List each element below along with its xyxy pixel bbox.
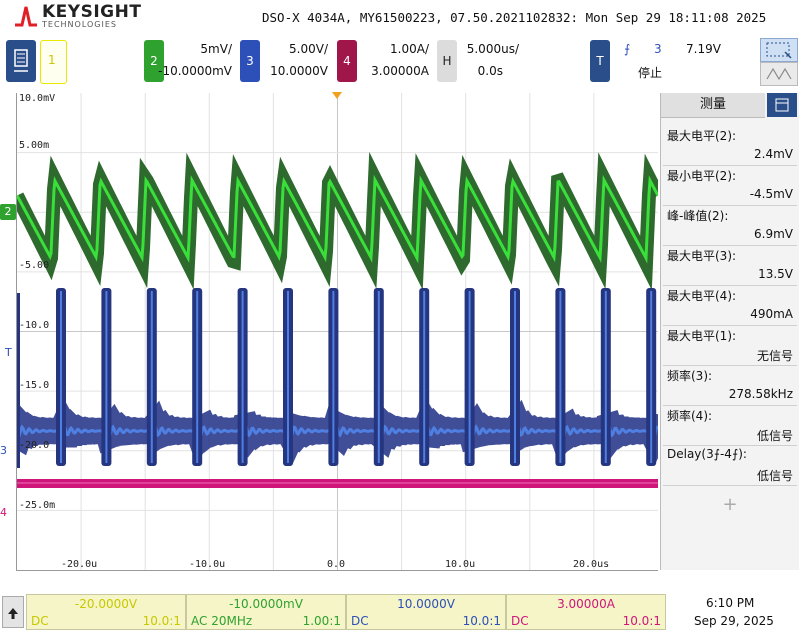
panel-settings-icon (775, 98, 789, 112)
meas-value-5: 无信号 (756, 349, 793, 363)
ch2-tag: 2 (144, 40, 164, 82)
ch1-info[interactable]: 1 (40, 40, 67, 84)
meas-label-1: 最小电平(2): (667, 169, 737, 183)
horizontal-scale: 5.000us/ (466, 42, 519, 56)
bottom-bar: -20.0000V DC 10.0:1 -10.0000mV AC 20MHz … (0, 590, 800, 632)
menu-icon (14, 49, 28, 72)
trigger-edge-icon: ⨍ (624, 42, 631, 56)
ch3-bottom-offset: 10.0000V (397, 597, 455, 611)
horizontal-position: 0.0s (477, 64, 503, 78)
ch1-coupling: DC (31, 614, 49, 628)
ch3-info[interactable]: 3 5.00V/ 10.0000V (240, 40, 330, 82)
keysight-logo: KEYSIGHT TECHNOLOGIES (14, 2, 144, 32)
waveform-mode-icon (766, 67, 792, 81)
measurement-panel: 测量 最大电平(2): 2.4mV 最小电平(2): -4.5mV 峰-峰值(2… (660, 93, 799, 570)
y-label-2: -5.00 (19, 260, 50, 271)
ch4-ground-marker[interactable]: 4 (0, 506, 7, 519)
ch1-offset: -20.0000V (74, 597, 138, 611)
brand-subtitle: TECHNOLOGIES (42, 20, 117, 29)
trigger-level: 7.19V (686, 42, 721, 56)
meas-value-7: 低信号 (756, 429, 793, 443)
zoom-box-icon (766, 42, 792, 59)
y-label-5: -20.0 (19, 440, 50, 451)
ch2-ground-marker[interactable]: 2 (0, 204, 16, 220)
meas-label-2: 峰-峰值(2): (667, 209, 729, 223)
ch4-info[interactable]: 4 1.00A/ 3.00000A (337, 40, 431, 82)
trigger-source: 3 (654, 42, 662, 56)
ch2-info[interactable]: 2 5mV/ -10.0000mV (144, 40, 234, 82)
ch2-scale: 5mV/ (200, 42, 232, 56)
x-label-0: -20.0u (61, 559, 98, 570)
meas-label-6: 频率(3): (667, 369, 713, 383)
horizontal-tag: H (437, 40, 457, 82)
ch1-probe: 10.0:1 (142, 614, 181, 628)
ch3-coupling: DC (351, 614, 369, 628)
meas-label-8: Delay(3⨍-4⨍): (667, 447, 747, 461)
ch3-scale: 5.00V/ (289, 42, 328, 56)
trigger-level-marker[interactable]: T (5, 346, 12, 359)
meas-value-2: 6.9mV (754, 227, 793, 241)
ch3-ground-marker[interactable]: 3 (0, 444, 7, 457)
meas-label-0: 最大电平(2): (667, 129, 737, 143)
ch2-trace (17, 174, 658, 264)
meas-label-5: 最大电平(1): (667, 329, 737, 343)
acquisition-status: 停止 (638, 66, 663, 80)
ch4-offset: 3.00000A (371, 64, 429, 78)
brand-name: KEYSIGHT (42, 2, 142, 22)
ch3-probe: 10.0:1 (462, 614, 501, 628)
clock-time: 6:10 PM (706, 596, 755, 610)
ch2-settings-cell[interactable]: -10.0000mV AC 20MHz 1.00:1 (186, 594, 346, 630)
meas-value-3: 13.5V (758, 267, 793, 281)
up-arrow-icon (8, 608, 18, 619)
meas-label-7: 频率(4): (667, 409, 713, 423)
meas-value-6: 278.58kHz (728, 387, 793, 401)
ch4-bottom-offset: 3.00000A (557, 597, 615, 611)
ch1-number: 1 (48, 53, 56, 67)
ch4-probe: 10.0:1 (622, 614, 661, 628)
ch3-settings-cell[interactable]: 10.0000V DC 10.0:1 (346, 594, 506, 630)
ch3-offset: 10.0000V (270, 64, 328, 78)
ch2-bottom-offset: -10.0000mV (229, 597, 303, 611)
x-label-4: 20.0us (573, 559, 610, 570)
x-label-3: 10.0u (445, 559, 476, 570)
ch4-settings-cell[interactable]: 3.00000A DC 10.0:1 (506, 594, 666, 630)
ch1-settings-cell[interactable]: -20.0000V DC 10.0:1 (26, 594, 186, 630)
measurement-panel-title: 测量 (661, 93, 765, 118)
ch2-coupling: AC 20MHz (191, 614, 253, 628)
add-measurement-button[interactable]: + (722, 494, 738, 515)
meas-value-8: 低信号 (756, 469, 793, 483)
zoom-button[interactable] (760, 38, 798, 62)
ch3-tag: 3 (240, 40, 260, 82)
y-label-0: 10.0mV (19, 93, 56, 104)
y-label-4: -15.0 (19, 380, 50, 391)
trigger-position-icon[interactable] (332, 92, 342, 99)
x-label-2: 0.0 (327, 559, 346, 570)
y-label-1: 5.00m (19, 140, 50, 151)
panel-close-button[interactable] (767, 93, 797, 117)
instrument-title: DSO-X 4034A, MY61500223, 07.50.202110283… (262, 10, 767, 25)
trigger-info[interactable]: T ⨍ 3 7.19V 停止 (590, 40, 730, 82)
waveform-mode-button[interactable] (760, 62, 798, 86)
x-label-1: -10.0u (189, 559, 226, 570)
ch4-coupling: DC (511, 614, 529, 628)
keysight-wave-icon (15, 6, 37, 27)
horizontal-info[interactable]: H 5.000us/ 0.0s (437, 40, 527, 82)
meas-label-4: 最大电平(4): (667, 289, 737, 303)
ch4-tag: 4 (337, 40, 357, 82)
meas-value-4: 490mA (750, 307, 793, 321)
waveform-canvas (17, 93, 658, 570)
trigger-tag: T (590, 40, 610, 82)
meas-value-0: 2.4mV (754, 147, 793, 161)
ch2-offset: -10.0000mV (158, 64, 232, 78)
meas-label-3: 最大电平(3): (667, 249, 737, 263)
navigation-button[interactable] (2, 596, 24, 628)
ch2-probe: 1.00:1 (302, 614, 341, 628)
clock-date: Sep 29, 2025 (694, 614, 774, 628)
meas-value-1: -4.5mV (749, 187, 793, 201)
ch4-scale: 1.00A/ (390, 42, 429, 56)
y-label-6: -25.0m (19, 500, 56, 511)
y-label-3: -10.0 (19, 320, 50, 331)
menu-button[interactable] (6, 40, 36, 82)
waveform-display[interactable]: 10.0mV 5.00m -5.00 -10.0 -15.0 -20.0 -25… (16, 93, 658, 571)
